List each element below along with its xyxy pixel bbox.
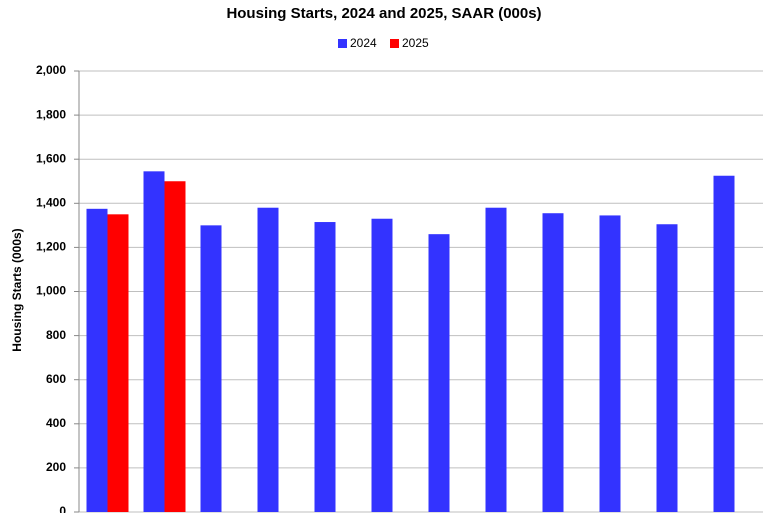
legend-label: 2025 bbox=[402, 36, 429, 50]
legend-label: 2024 bbox=[350, 36, 377, 50]
y-tick-label: 0 bbox=[59, 504, 66, 513]
bar bbox=[107, 214, 129, 512]
bar bbox=[143, 171, 165, 512]
bar bbox=[428, 234, 450, 513]
y-tick-label: 2,000 bbox=[36, 63, 66, 77]
bar bbox=[257, 207, 279, 512]
legend-swatch bbox=[390, 39, 399, 48]
bar bbox=[485, 207, 507, 512]
y-tick-label: 1,600 bbox=[36, 151, 66, 165]
bar bbox=[86, 208, 108, 512]
y-tick-label: 1,000 bbox=[36, 284, 66, 298]
chart-title: Housing Starts, 2024 and 2025, SAAR (000… bbox=[226, 5, 541, 22]
bar bbox=[542, 213, 564, 512]
bar bbox=[314, 222, 336, 513]
bar bbox=[164, 181, 186, 512]
y-tick-label: 200 bbox=[46, 460, 66, 474]
bar bbox=[200, 225, 222, 512]
bar bbox=[371, 218, 393, 513]
y-tick-label: 1,200 bbox=[36, 240, 66, 254]
y-axis-label: Housing Starts (000s) bbox=[10, 228, 24, 351]
y-tick-label: 400 bbox=[46, 416, 66, 430]
y-tick-label: 600 bbox=[46, 372, 66, 386]
y-tick-label: 800 bbox=[46, 328, 66, 342]
legend-swatch bbox=[338, 39, 347, 48]
bar bbox=[713, 175, 735, 513]
y-tick-label: 1,800 bbox=[36, 107, 66, 121]
y-tick-label: 1,400 bbox=[36, 195, 66, 209]
bar bbox=[599, 215, 621, 513]
bar bbox=[656, 224, 678, 512]
